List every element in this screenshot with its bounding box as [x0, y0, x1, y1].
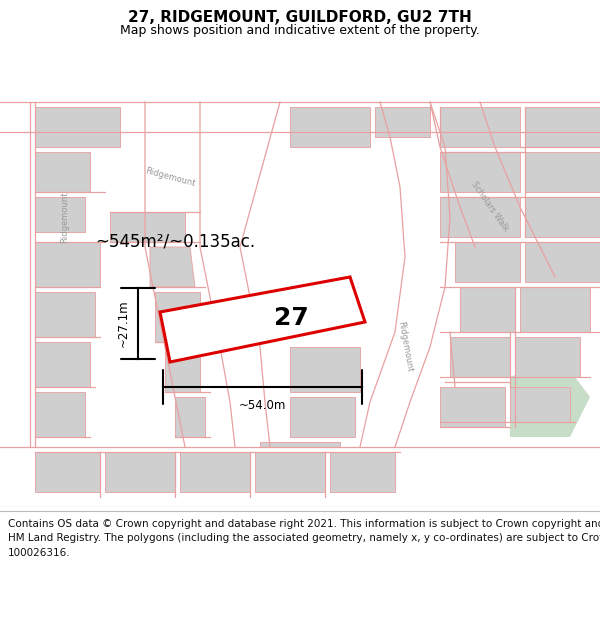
Polygon shape — [35, 107, 120, 147]
Polygon shape — [255, 452, 325, 492]
Text: Map shows position and indicative extent of the property.: Map shows position and indicative extent… — [120, 24, 480, 37]
Polygon shape — [330, 452, 395, 492]
Polygon shape — [0, 447, 600, 507]
Text: 27, RIDGEMOUNT, GUILDFORD, GU2 7TH: 27, RIDGEMOUNT, GUILDFORD, GU2 7TH — [128, 11, 472, 26]
Polygon shape — [510, 387, 570, 422]
Polygon shape — [175, 397, 205, 437]
Polygon shape — [105, 452, 175, 492]
Polygon shape — [0, 102, 30, 447]
Polygon shape — [440, 107, 520, 147]
Polygon shape — [525, 107, 600, 147]
Polygon shape — [35, 452, 100, 492]
Polygon shape — [35, 392, 85, 437]
Text: 27: 27 — [274, 306, 308, 330]
Polygon shape — [35, 197, 85, 232]
Polygon shape — [440, 387, 505, 427]
Polygon shape — [515, 337, 580, 377]
Polygon shape — [100, 102, 280, 247]
Polygon shape — [290, 347, 360, 392]
Polygon shape — [450, 337, 510, 377]
Polygon shape — [35, 242, 100, 287]
Polygon shape — [35, 342, 90, 387]
Text: Ridgemount: Ridgemount — [61, 191, 70, 242]
Polygon shape — [440, 197, 520, 237]
Text: Scholars Walk: Scholars Walk — [470, 181, 511, 234]
Polygon shape — [0, 102, 600, 132]
Polygon shape — [35, 152, 90, 192]
Polygon shape — [160, 277, 365, 362]
Polygon shape — [525, 242, 600, 282]
Polygon shape — [110, 212, 185, 242]
Polygon shape — [460, 287, 515, 332]
Polygon shape — [150, 247, 195, 287]
Polygon shape — [155, 292, 200, 342]
Text: ~27.1m: ~27.1m — [117, 299, 130, 348]
Polygon shape — [430, 102, 600, 267]
Polygon shape — [170, 102, 330, 447]
Text: Contains OS data © Crown copyright and database right 2021. This information is : Contains OS data © Crown copyright and d… — [8, 519, 600, 558]
Polygon shape — [180, 452, 250, 492]
Polygon shape — [290, 107, 370, 147]
Polygon shape — [455, 242, 520, 282]
Polygon shape — [520, 287, 590, 332]
Polygon shape — [290, 397, 355, 437]
Polygon shape — [35, 292, 95, 337]
Polygon shape — [510, 357, 590, 437]
Text: Ridgemount: Ridgemount — [396, 321, 414, 373]
Polygon shape — [525, 197, 600, 237]
Text: Ridgemount: Ridgemount — [144, 166, 196, 188]
Polygon shape — [260, 442, 340, 447]
Text: ~54.0m: ~54.0m — [239, 399, 286, 412]
Polygon shape — [165, 347, 200, 392]
Polygon shape — [375, 102, 430, 137]
Text: ~545m²/~0.135ac.: ~545m²/~0.135ac. — [95, 233, 255, 251]
Polygon shape — [360, 102, 450, 447]
Polygon shape — [440, 152, 520, 192]
Polygon shape — [525, 152, 600, 192]
